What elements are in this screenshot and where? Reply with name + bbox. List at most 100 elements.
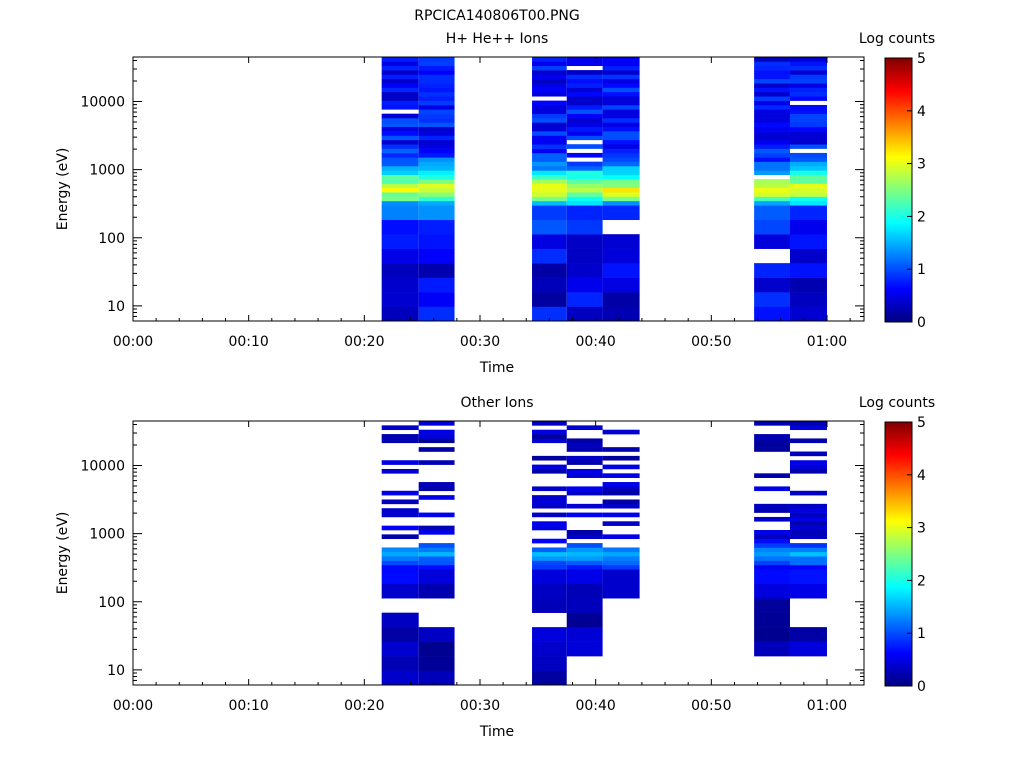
heatmap-cell [602,499,640,505]
colorbar-tick-label: 0 [917,679,926,695]
heatmap-cell [532,263,567,278]
heatmap-cell [789,109,827,114]
heatmap-cell [789,83,827,88]
heatmap-cell [381,78,419,84]
heatmap-cell [602,118,640,123]
heatmap-cell [754,65,790,71]
heatmap-cell [602,174,640,180]
heatmap-cell [418,100,455,106]
heatmap-cell [789,91,827,97]
heatmap-cell [789,516,827,522]
x-tick-label: 00:20 [344,698,384,714]
x-tick-label: 00:50 [691,698,731,714]
heatmap-cell [789,627,827,642]
heatmap-cell [789,543,827,548]
colorbar-ticks-h-he-ions: 0 1 2 3 4 5 [907,51,926,331]
heatmap-cell [532,421,567,426]
heatmap-cell [754,91,790,97]
heatmap-cell [566,530,603,535]
heatmap-cell [789,560,827,566]
heatmap-cell [754,473,790,478]
heatmap-cell [602,183,640,189]
heatmap-cell [789,70,827,75]
colorbar-ticks-other-ions: 0 1 2 3 4 5 [907,415,926,695]
heatmap-cell [566,612,603,628]
heatmap-cell [532,538,567,544]
heatmap-cell [532,135,567,141]
heatmap-cell [789,131,827,136]
heatmap-cell [566,503,603,509]
heatmap-cell [754,104,790,110]
heatmap-cell [789,508,827,513]
heatmap-cell [602,144,640,149]
heatmap-cell [418,547,455,553]
heatmap-cell [566,627,603,642]
heatmap-cell [754,144,790,149]
heatmap-cell [532,306,567,322]
heatmap-cell [789,583,827,599]
y-axis-label-other-ions: Energy (eV) [55,512,71,595]
heatmap-cell [566,118,603,123]
y-tick-label: 10 [107,299,125,315]
heatmap-cell [532,248,567,264]
heatmap-cell [789,534,827,540]
heatmap-cell [789,157,827,162]
heatmap-cell [602,447,640,452]
heatmap-cell [532,74,567,80]
heatmap-cell [754,543,790,548]
heatmap-cell [532,205,567,221]
heatmap-cell [418,109,455,114]
heatmap-cell [754,139,790,145]
heatmap-cell [754,122,790,128]
heatmap-cell [602,166,640,171]
heatmap-cell [754,551,790,557]
heatmap-cell [789,234,827,249]
heatmap-cell [754,118,790,123]
heatmap-cell [602,57,640,62]
heatmap-cell [754,583,790,599]
heatmap-cell [566,131,603,136]
heatmap-cell [418,421,455,426]
heatmap-cell [381,122,419,128]
heatmap-cell [789,464,827,470]
heatmap-cell [418,131,455,136]
heatmap-cell [418,152,455,158]
colorbar-label-other-ions: Log counts [859,395,935,411]
heatmap-cell [418,512,455,518]
heatmap-cell [381,179,419,184]
heatmap-cell [754,556,790,561]
heatmap-cell [381,135,419,141]
heatmap-cell [418,192,455,197]
heatmap-cell [602,583,640,599]
heatmap-cell [789,174,827,180]
heatmap-cell [566,83,603,88]
heatmap-cell [566,447,603,452]
x-tick-label: 00:20 [344,334,384,350]
heatmap-cell [381,263,419,278]
heatmap-cell [532,157,567,162]
heatmap-cell [532,598,567,613]
heatmap-cell [532,583,567,599]
heatmap-cell [602,157,640,162]
heatmap-cell [754,598,790,613]
x-axis-label-h-he-ions: Time [479,360,514,376]
heatmap-cell [754,612,790,628]
heatmap-cell [381,468,419,474]
y-tick-label: 10 [107,663,125,679]
heatmap-cell [532,438,567,444]
heatmap-cell [789,118,827,123]
heatmap-cell [532,512,567,518]
heatmap-cell [754,157,790,162]
colorbar-tick-label: 4 [917,104,926,120]
heatmap-cell [566,205,603,221]
heatmap-cell [566,74,603,80]
heatmap-cell [381,499,419,505]
panel-h-he-ions: H+ He++ Ions Log counts 00:00 00:10 00:20 0… [55,31,935,376]
colorbar-tick-label: 1 [917,626,926,642]
heatmap-cell [602,104,640,110]
heatmap-cell [381,512,419,518]
heatmap-cell [532,560,567,566]
heatmap-cell [532,57,567,62]
heatmap-cell [566,551,603,557]
